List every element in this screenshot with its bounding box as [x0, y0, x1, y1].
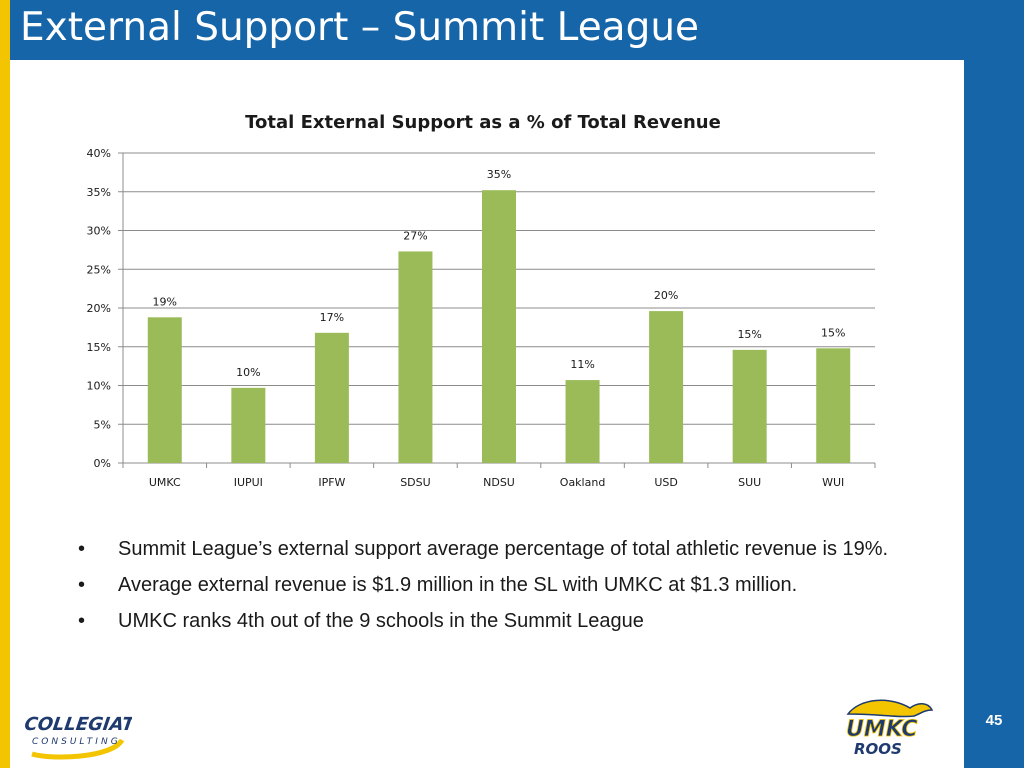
bullet-marker: •	[78, 574, 86, 596]
umkc-logo-text: UMKC	[846, 717, 918, 742]
consulting-logo-text: CONSULTING	[32, 737, 121, 747]
bar	[565, 380, 600, 463]
kangaroo-icon	[846, 699, 934, 718]
bullet-item: • Average external revenue is $1.9 millio…	[78, 572, 948, 599]
slide-title: External Support – Summit League	[20, 5, 700, 50]
y-tick-label: 15%	[87, 341, 111, 354]
bar	[314, 332, 349, 463]
bar-data-label: 15%	[737, 328, 761, 341]
bullet-list: • Summit League’s external support averag…	[78, 536, 948, 644]
bar	[732, 349, 767, 463]
chart-title: Total External Support as a % of Total R…	[245, 112, 721, 133]
bar-data-label: 27%	[403, 229, 427, 242]
y-tick-label: 5%	[94, 418, 111, 431]
bar-data-label: 35%	[487, 168, 511, 181]
y-tick-label: 35%	[87, 186, 111, 199]
bullet-item: • Summit League’s external support averag…	[78, 536, 948, 563]
bar	[398, 251, 433, 463]
bar	[816, 348, 851, 463]
y-tick-label: 20%	[87, 302, 111, 315]
bar-data-label: 11%	[570, 358, 594, 371]
x-tick-label: SUU	[738, 476, 761, 489]
bar-data-label: 17%	[320, 311, 344, 324]
left-accent-stripe	[0, 0, 10, 768]
page-number: 45	[985, 712, 1003, 729]
y-tick-label: 10%	[87, 380, 111, 393]
bullet-text: Average external revenue is $1.9 million…	[118, 574, 798, 596]
collegiate-logo-text: COLLEGIATE	[23, 714, 132, 735]
bar-data-label: 19%	[153, 295, 177, 308]
bar-data-label: 10%	[236, 366, 260, 379]
y-tick-label: 0%	[94, 457, 111, 470]
bar-data-label: 20%	[654, 289, 678, 302]
x-axis-ticks: UMKC IUPUI IPFW SDSU NDSU Oakland USD SUU WUI	[149, 476, 844, 489]
chart-bars	[147, 190, 851, 463]
x-tick-label: WUI	[822, 476, 844, 489]
x-tick-label: Oakland	[560, 476, 606, 489]
bullet-text: Summit League’s external support average…	[118, 538, 889, 560]
bar	[482, 190, 516, 463]
roos-logo-text: ROOS	[854, 740, 902, 758]
umkc-roos-logo: UMKC ROOS	[846, 699, 934, 758]
y-tick-label: 25%	[87, 263, 111, 276]
x-tick-label: IUPUI	[234, 476, 263, 489]
bar	[649, 311, 684, 463]
x-tick-label: NDSU	[483, 476, 515, 489]
bar	[147, 317, 182, 463]
y-tick-label: 40%	[87, 147, 111, 160]
bullet-item: • UMKC ranks 4th out of the 9 schools in …	[78, 608, 948, 635]
right-side-panel	[964, 0, 1024, 768]
x-tick-label: UMKC	[149, 476, 181, 489]
x-tick-label: SDSU	[400, 476, 431, 489]
title-bar	[10, 0, 964, 60]
collegiate-consulting-logo: COLLEGIATE CONSULTING	[23, 714, 132, 760]
bullet-text: UMKC ranks 4th out of the 9 schools in t…	[118, 610, 644, 632]
bar-data-label: 15%	[821, 326, 845, 339]
data-labels: 19% 10% 17% 27% 35% 11% 20% 15% 15%	[153, 168, 846, 379]
x-tick-label: IPFW	[318, 476, 345, 489]
y-tick-label: 30%	[87, 225, 111, 238]
y-axis-ticks: 0% 5% 10% 15% 20% 25% 30% 35% 40%	[87, 147, 111, 470]
bullet-marker: •	[78, 610, 86, 632]
bullet-marker: •	[78, 538, 86, 560]
bar	[231, 387, 266, 463]
x-tick-label: USD	[654, 476, 678, 489]
